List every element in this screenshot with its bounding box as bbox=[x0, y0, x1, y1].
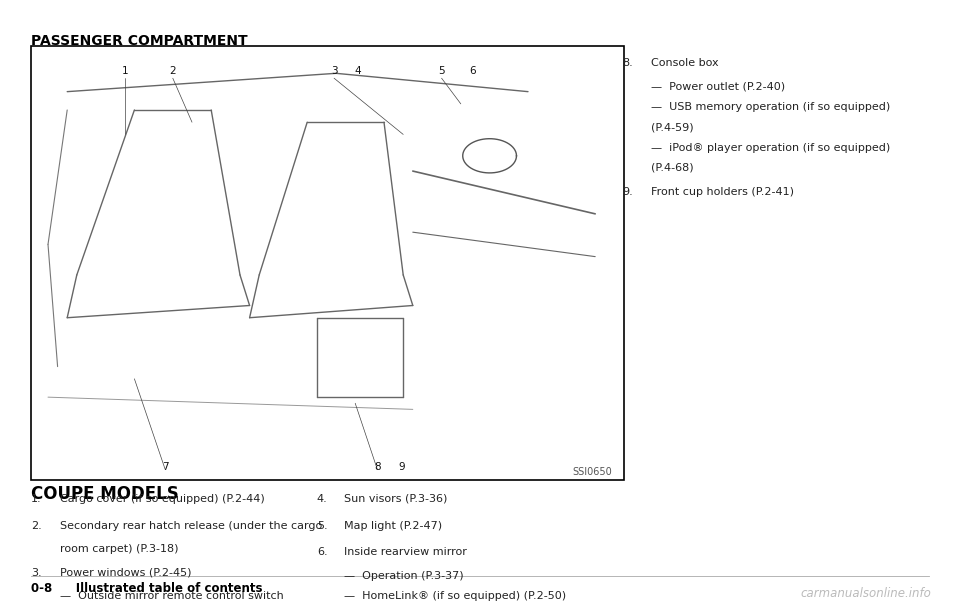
Text: —  HomeLink® (if so equipped) (P.2-50): — HomeLink® (if so equipped) (P.2-50) bbox=[344, 591, 565, 601]
Text: 2: 2 bbox=[170, 67, 176, 76]
Text: 4.: 4. bbox=[317, 494, 327, 503]
Text: 7: 7 bbox=[162, 462, 168, 472]
Text: —  Power outlet (P.2-40): — Power outlet (P.2-40) bbox=[651, 81, 785, 91]
Text: 9: 9 bbox=[398, 462, 404, 472]
Text: 4: 4 bbox=[355, 67, 361, 76]
Text: —  iPod® player operation (if so equipped): — iPod® player operation (if so equipped… bbox=[651, 142, 890, 153]
Text: —  USB memory operation (if so equipped): — USB memory operation (if so equipped) bbox=[651, 101, 890, 112]
Text: Map light (P.2-47): Map light (P.2-47) bbox=[344, 521, 442, 530]
Text: carmanualsonline.info: carmanualsonline.info bbox=[801, 587, 931, 600]
Text: 1: 1 bbox=[122, 67, 128, 76]
Text: 8: 8 bbox=[374, 462, 380, 472]
Text: 9.: 9. bbox=[622, 187, 633, 197]
Text: 6.: 6. bbox=[317, 547, 327, 557]
Text: 5: 5 bbox=[439, 67, 444, 76]
Text: 1.: 1. bbox=[31, 494, 41, 503]
Text: Inside rearview mirror: Inside rearview mirror bbox=[344, 547, 467, 557]
Text: (P.4-59): (P.4-59) bbox=[651, 122, 693, 132]
Text: COUPE MODELS: COUPE MODELS bbox=[31, 485, 179, 502]
Text: Front cup holders (P.2-41): Front cup holders (P.2-41) bbox=[651, 187, 794, 197]
Text: 5.: 5. bbox=[317, 521, 327, 530]
Text: Secondary rear hatch release (under the cargo: Secondary rear hatch release (under the … bbox=[60, 521, 323, 530]
Text: 3: 3 bbox=[331, 67, 337, 76]
Text: 0-8  Illustrated table of contents: 0-8 Illustrated table of contents bbox=[31, 582, 262, 595]
Text: —  Outside mirror remote control switch: — Outside mirror remote control switch bbox=[60, 591, 284, 601]
Text: room carpet) (P.3-18): room carpet) (P.3-18) bbox=[60, 544, 179, 554]
Text: —  Operation (P.3-37): — Operation (P.3-37) bbox=[344, 571, 464, 580]
Text: Sun visors (P.3-36): Sun visors (P.3-36) bbox=[344, 494, 447, 503]
Text: 6: 6 bbox=[469, 67, 475, 76]
Text: PASSENGER COMPARTMENT: PASSENGER COMPARTMENT bbox=[31, 34, 248, 48]
Text: 8.: 8. bbox=[622, 58, 633, 68]
Text: 3.: 3. bbox=[31, 568, 41, 578]
Text: 2.: 2. bbox=[31, 521, 41, 530]
Text: SSI0650: SSI0650 bbox=[573, 467, 612, 477]
Text: Power windows (P.2-45): Power windows (P.2-45) bbox=[60, 568, 192, 578]
Bar bbox=[31, 46, 624, 480]
Text: (P.4-68): (P.4-68) bbox=[651, 163, 693, 173]
Text: Console box: Console box bbox=[651, 58, 718, 68]
Text: Cargo cover (if so equipped) (P.2-44): Cargo cover (if so equipped) (P.2-44) bbox=[60, 494, 265, 503]
